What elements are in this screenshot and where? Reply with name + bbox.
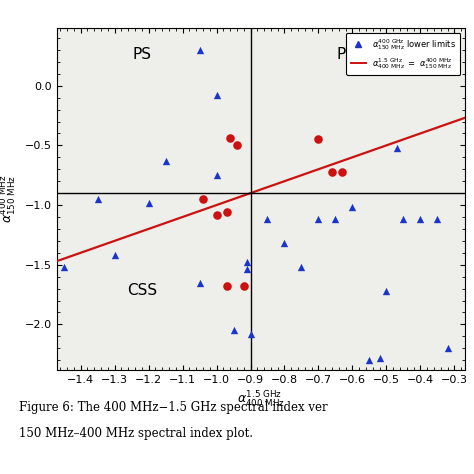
Point [246,330,254,337]
Point [417,216,424,223]
Point [145,199,153,207]
Point [233,142,241,149]
Point [264,216,271,223]
Point [332,216,339,223]
Point [60,263,67,271]
X-axis label: $\alpha_{400\ \mathrm{MHz}}^{1.5\ \mathrm{GHz}}$: $\alpha_{400\ \mathrm{MHz}}^{1.5\ \mathr… [237,390,285,410]
Point [94,195,101,203]
Point [227,135,234,142]
Point [315,136,322,143]
Point [365,356,373,364]
Point [162,157,169,164]
Text: PS: PS [132,47,151,63]
Point [111,251,118,259]
Y-axis label: $\alpha_{150\ \mathrm{MHz}}^{400\ \mathrm{MHz}}$: $\alpha_{150\ \mathrm{MHz}}^{400\ \mathr… [0,175,19,223]
Point [213,172,220,179]
Point [393,144,401,152]
Point [400,216,407,223]
Point [338,168,346,175]
Point [444,345,451,352]
Point [383,287,390,295]
Text: PS: PS [336,47,355,63]
Point [196,46,203,54]
Point [199,195,207,203]
Point [434,216,441,223]
Point [196,279,203,286]
Point [328,168,336,175]
Text: 150 MHz–400 MHz spectral index plot.: 150 MHz–400 MHz spectral index plot. [19,427,253,439]
Point [315,216,322,223]
Legend: $\alpha_{150\ \mathrm{MHz}}^{400\ \mathrm{GHz}}$ lower limits, $\alpha_{400\ \ma: $\alpha_{150\ \mathrm{MHz}}^{400\ \mathr… [346,33,460,75]
Point [376,354,383,362]
Point [213,211,220,219]
Point [349,204,356,211]
Point [243,266,251,273]
Point [281,239,288,247]
Point [223,209,230,216]
Point [223,283,230,290]
Point [240,283,247,290]
Point [213,91,220,99]
Point [230,327,237,334]
Text: Figure 6: The 400 MHz−1.5 GHz spectral index ver: Figure 6: The 400 MHz−1.5 GHz spectral i… [19,401,328,413]
Point [298,263,305,271]
Text: CSS: CSS [127,283,157,298]
Point [243,258,251,266]
